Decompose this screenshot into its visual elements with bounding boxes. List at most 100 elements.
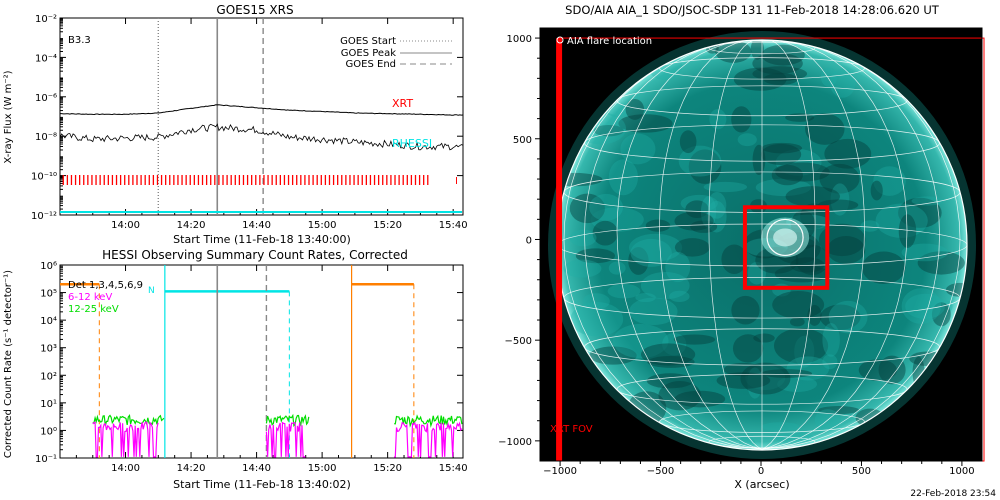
aia-ytick-label: −1000 [498, 437, 532, 448]
sun-texture-patch [674, 390, 726, 408]
sun-texture-patch [753, 333, 775, 343]
aia-cutout-box [742, 205, 830, 290]
sun-texture-patch [569, 229, 597, 247]
xrt-label: XRT [392, 97, 413, 110]
sun-texture-patch [608, 159, 639, 196]
hessi-marker-label: N [148, 286, 155, 296]
sun-texture-patch [800, 203, 828, 230]
sun-texture-patch [629, 297, 678, 326]
sun-texture-patch [685, 200, 709, 219]
legend-goes-end: GOES End [346, 59, 396, 70]
longitude-line [584, 40, 763, 450]
sun-texture-patch [665, 251, 691, 283]
sun-texture-patch [785, 186, 840, 207]
aia-xtick-label: 500 [852, 466, 871, 477]
sun-texture-patch [721, 244, 748, 274]
aia-xlabel: X (arcsec) [734, 478, 789, 491]
goes-short-channel [59, 123, 464, 151]
sun-texture-patch [772, 290, 825, 319]
aia-xtick-label: 0 [758, 466, 764, 477]
hessi-xtick-label: 15:00 [308, 463, 337, 474]
hessi-ytick-label: 10⁴ [40, 316, 57, 327]
goes-class-label: B3.3 [68, 35, 91, 46]
goes-panel: GOES15 XRS 14:00 14:20 14:40 15:00 15:20 15:4… [3, 3, 468, 246]
sun-texture-patch [592, 220, 618, 246]
aia-panel: SDO/AIA AIA_1 SDO/JSOC-SDP 131 11-Feb-20… [498, 3, 996, 499]
hessi-title: HESSI Observing Summary Count Rates, Cor… [102, 248, 408, 262]
sun-texture-patch [760, 143, 802, 166]
sun-texture-patch [771, 164, 803, 186]
sun-texture-patch [740, 362, 791, 395]
sun-texture-patch [674, 238, 710, 257]
aia-legend-label: AIA flare location [567, 36, 652, 47]
longitude-line [659, 40, 763, 450]
sun-texture-patch [755, 178, 812, 197]
goes-xtick-label: 15:00 [308, 220, 337, 231]
hessi-legend: Det 1,3,4,5,6,9 6-12 keV 12-25 keV [68, 280, 143, 315]
longitude-line [708, 40, 763, 450]
sun-texture-patch [875, 203, 928, 238]
sun-texture-patch [582, 293, 610, 310]
sun-texture-patch [658, 380, 702, 411]
sun-texture-patch [629, 233, 683, 262]
sun-texture-patch [773, 327, 829, 364]
sun-texture-patch [589, 346, 637, 365]
longitude-line [616, 40, 763, 450]
sun-texture-patch [824, 138, 872, 169]
sun-texture-patch [776, 431, 814, 445]
sun-texture-patch [761, 142, 803, 154]
sun-texture-patch [715, 40, 752, 63]
sun-texture-patch [805, 113, 845, 145]
sun-texture-patch [747, 261, 766, 285]
sun-texture-patch [830, 183, 850, 216]
sun-texture-patch [703, 181, 748, 193]
hessi-ytick-label: 10⁻¹ [35, 454, 57, 465]
sun-texture-patch [905, 293, 945, 319]
hessi-xtick-label: 14:20 [177, 463, 206, 474]
goes-title: GOES15 XRS [216, 3, 293, 17]
goes-legend: GOES Start GOES Peak GOES End [340, 36, 452, 70]
sun-texture-patch [607, 283, 641, 299]
goes-xtick-label: 14:20 [177, 220, 206, 231]
sun-texture-patch [669, 290, 690, 302]
hessi-12-25-kev-trace [394, 414, 463, 428]
sun-texture-patch [731, 106, 752, 133]
goes-xtick-label: 14:00 [111, 220, 140, 231]
hessi-xlabel: Start Time (11-Feb-18 13:40:02) [173, 478, 351, 491]
aia-xtick-label: −1000 [543, 466, 577, 477]
sun-texture-patch [935, 299, 953, 314]
footer-date: 22-Feb-2018 23:54 [910, 489, 996, 499]
hessi-ytick-label: 10³ [40, 344, 57, 355]
sun-texture-patch [647, 355, 695, 368]
sun-texture-patch [645, 219, 671, 232]
legend-det: Det 1,3,4,5,6,9 [68, 280, 143, 291]
sun-texture-patch [761, 44, 805, 66]
sun-texture-patch [931, 302, 951, 327]
aia-ytick-label: 1000 [507, 34, 532, 45]
sun-texture-patch [716, 372, 771, 389]
sun-texture-patch [732, 334, 764, 363]
aia-ytick-label: 0 [526, 235, 532, 246]
sun-texture-patch [678, 145, 722, 177]
sun-texture-patch [640, 272, 690, 300]
goes-ytick-label: 10⁻⁴ [35, 53, 57, 64]
hessi-ytick-label: 10² [40, 371, 57, 382]
sun-texture-patch [673, 334, 716, 345]
sun-texture-patch [635, 292, 656, 303]
hessi-xtick-label: 15:20 [373, 463, 402, 474]
rhessi-label: RHESSI [392, 137, 432, 150]
hessi-xtick-label: 14:00 [111, 463, 140, 474]
hessi-xtick-label: 14:40 [242, 463, 271, 474]
sun-texture-patch [901, 288, 942, 324]
aia-xtick-label: −500 [647, 466, 674, 477]
sun-texture-patch [688, 149, 722, 184]
legend-6-12: 6-12 keV [68, 292, 112, 303]
goes-xtick-label: 14:40 [242, 220, 271, 231]
sun-texture-patch [674, 211, 714, 231]
sun-texture-patch [747, 367, 763, 399]
sun-texture-patch [807, 304, 822, 326]
goes-xtick-label: 15:40 [439, 220, 468, 231]
legend-goes-start: GOES Start [340, 36, 396, 47]
sun-texture-patch [790, 257, 825, 273]
